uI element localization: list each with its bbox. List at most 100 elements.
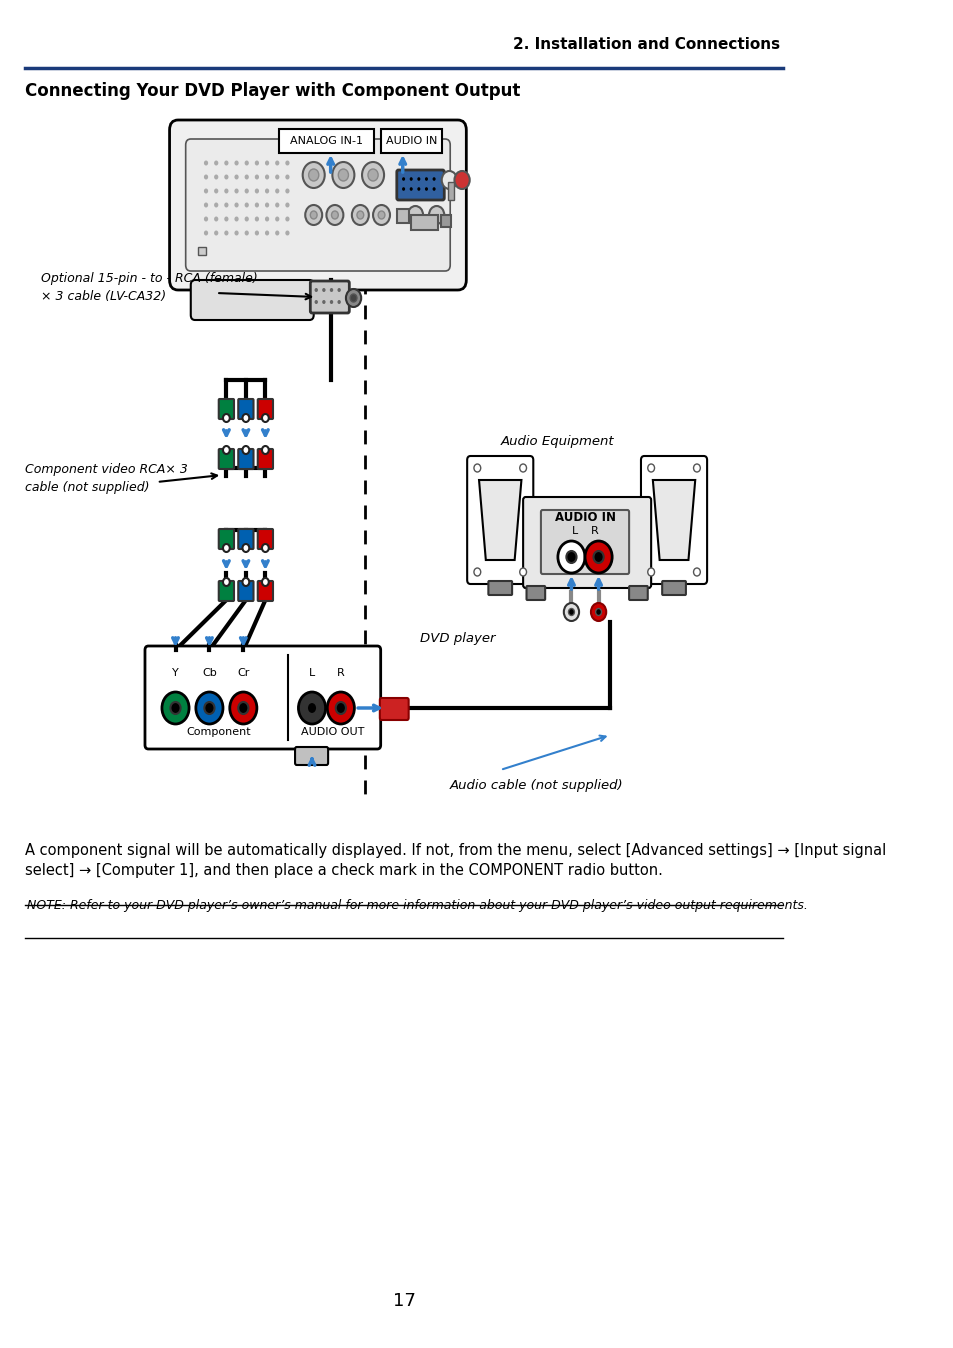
Circle shape xyxy=(409,177,413,181)
Circle shape xyxy=(568,608,574,616)
Text: DVD player: DVD player xyxy=(419,632,495,644)
Circle shape xyxy=(429,206,444,224)
Circle shape xyxy=(307,702,316,714)
Circle shape xyxy=(308,168,318,181)
Text: Component: Component xyxy=(186,727,251,737)
Text: AUDIO IN: AUDIO IN xyxy=(554,511,615,524)
Circle shape xyxy=(285,174,290,179)
Circle shape xyxy=(314,301,317,305)
Circle shape xyxy=(242,545,249,551)
Circle shape xyxy=(285,231,290,236)
Circle shape xyxy=(335,702,346,714)
Circle shape xyxy=(407,206,422,224)
FancyBboxPatch shape xyxy=(191,280,314,319)
Circle shape xyxy=(242,446,249,454)
Circle shape xyxy=(584,541,612,573)
Text: × 3 cable (LV-CA32): × 3 cable (LV-CA32) xyxy=(41,290,166,303)
Circle shape xyxy=(350,294,356,302)
Circle shape xyxy=(195,692,223,724)
Circle shape xyxy=(213,174,218,179)
Text: Audio cable (not supplied): Audio cable (not supplied) xyxy=(449,779,622,793)
FancyBboxPatch shape xyxy=(218,528,233,549)
FancyBboxPatch shape xyxy=(310,280,349,313)
Circle shape xyxy=(454,171,469,189)
Circle shape xyxy=(305,205,322,225)
Circle shape xyxy=(223,414,230,422)
Circle shape xyxy=(332,162,354,187)
Circle shape xyxy=(432,177,436,181)
Text: A component signal will be automatically displayed. If not, from the menu, selec: A component signal will be automatically… xyxy=(26,842,885,857)
Circle shape xyxy=(285,189,290,194)
Text: L: L xyxy=(309,669,314,678)
FancyBboxPatch shape xyxy=(145,646,380,749)
Circle shape xyxy=(262,446,269,454)
Circle shape xyxy=(416,177,420,181)
FancyBboxPatch shape xyxy=(257,399,273,419)
Circle shape xyxy=(337,301,340,305)
Circle shape xyxy=(432,187,436,191)
Circle shape xyxy=(274,189,279,194)
Circle shape xyxy=(223,578,230,586)
Circle shape xyxy=(356,212,363,218)
Text: Audio Equipment: Audio Equipment xyxy=(499,435,613,448)
Circle shape xyxy=(274,174,279,179)
Circle shape xyxy=(314,288,317,293)
Circle shape xyxy=(204,231,208,236)
Circle shape xyxy=(322,288,325,293)
Circle shape xyxy=(441,171,456,189)
FancyBboxPatch shape xyxy=(186,139,450,271)
Circle shape xyxy=(330,288,333,293)
Circle shape xyxy=(327,692,354,724)
FancyBboxPatch shape xyxy=(218,449,233,469)
Circle shape xyxy=(368,168,377,181)
Circle shape xyxy=(171,702,180,714)
Text: R: R xyxy=(591,526,598,537)
Circle shape xyxy=(274,160,279,166)
Circle shape xyxy=(230,692,256,724)
Circle shape xyxy=(234,174,238,179)
Circle shape xyxy=(265,231,269,236)
FancyBboxPatch shape xyxy=(218,399,233,419)
Circle shape xyxy=(204,189,208,194)
Polygon shape xyxy=(478,480,521,559)
Circle shape xyxy=(204,174,208,179)
Circle shape xyxy=(693,568,700,576)
Circle shape xyxy=(593,551,603,563)
Circle shape xyxy=(244,202,249,208)
Text: Connecting Your DVD Player with Component Output: Connecting Your DVD Player with Componen… xyxy=(26,82,520,100)
Circle shape xyxy=(285,217,290,221)
FancyBboxPatch shape xyxy=(257,581,273,601)
Circle shape xyxy=(244,174,249,179)
Circle shape xyxy=(223,446,230,454)
Text: Y: Y xyxy=(172,669,179,678)
Circle shape xyxy=(224,160,229,166)
Circle shape xyxy=(274,231,279,236)
Circle shape xyxy=(244,189,249,194)
Circle shape xyxy=(204,160,208,166)
Circle shape xyxy=(224,217,229,221)
Circle shape xyxy=(519,568,526,576)
Bar xyxy=(440,214,451,226)
Circle shape xyxy=(566,551,576,563)
Bar xyxy=(396,209,408,222)
Text: Optional 15-pin - to - RCA (female): Optional 15-pin - to - RCA (female) xyxy=(41,272,257,284)
FancyBboxPatch shape xyxy=(238,581,253,601)
Circle shape xyxy=(234,217,238,221)
Circle shape xyxy=(265,160,269,166)
FancyBboxPatch shape xyxy=(628,586,647,600)
FancyBboxPatch shape xyxy=(218,581,233,601)
Circle shape xyxy=(285,160,290,166)
Circle shape xyxy=(234,202,238,208)
Circle shape xyxy=(224,174,229,179)
FancyBboxPatch shape xyxy=(170,120,466,290)
FancyBboxPatch shape xyxy=(238,528,253,549)
Bar xyxy=(447,182,454,200)
Circle shape xyxy=(242,414,249,422)
FancyBboxPatch shape xyxy=(257,528,273,549)
Circle shape xyxy=(302,162,324,187)
Circle shape xyxy=(474,568,480,576)
Circle shape xyxy=(330,301,333,305)
Circle shape xyxy=(373,205,390,225)
Circle shape xyxy=(224,202,229,208)
Text: 2. Installation and Connections: 2. Installation and Connections xyxy=(513,36,780,53)
